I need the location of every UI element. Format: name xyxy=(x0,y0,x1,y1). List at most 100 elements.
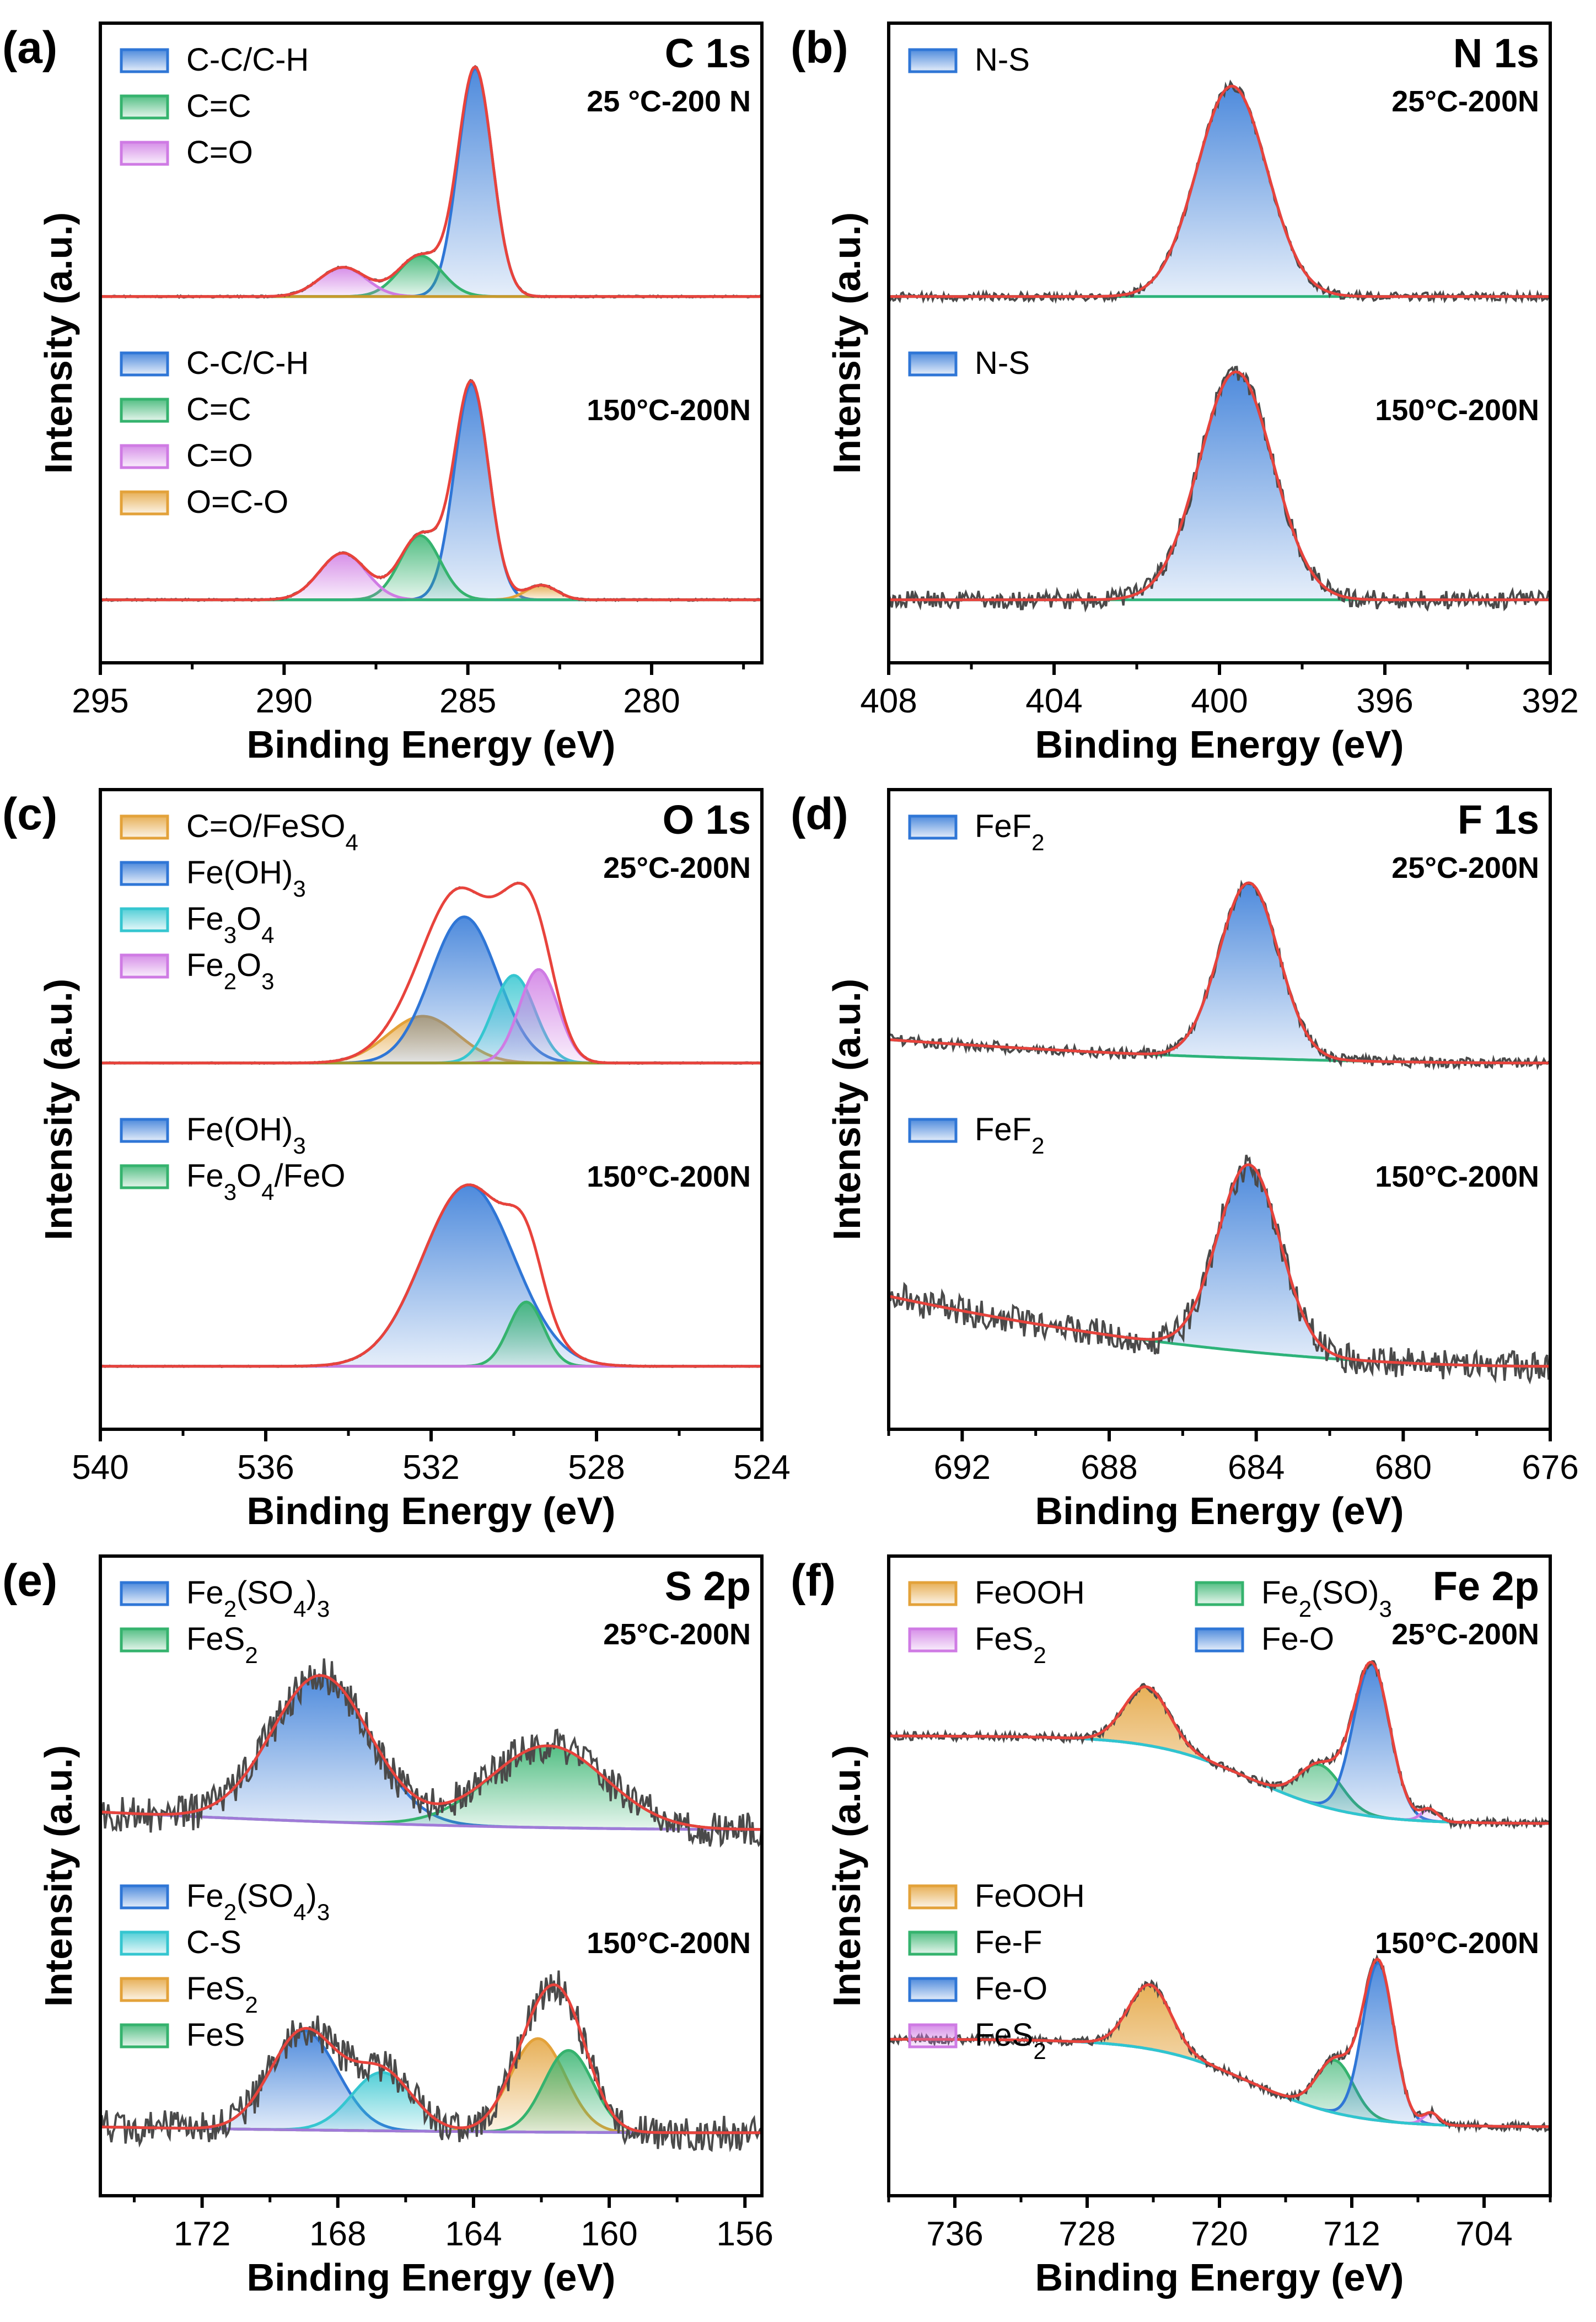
legend-swatch xyxy=(120,861,169,886)
legend-item: Fe(OH)3 xyxy=(120,855,306,902)
x-tick-label: 172 xyxy=(174,2215,230,2253)
legend-label: N-S xyxy=(975,42,1030,78)
envelope-line xyxy=(100,1983,762,2135)
raw-data-line xyxy=(889,79,1550,304)
legend-item: Fe3O4 xyxy=(120,901,275,948)
panels: C-C/C-H C=C C=O 25 °C-200 N C-C/C-H C=C C=O O=C… xyxy=(2,22,1579,2299)
legend-item: C-C/C-H xyxy=(120,345,309,381)
legend-swatch xyxy=(908,1118,958,1143)
panel-3: FeF2 25°C-200N FeF2 150°C-200N 692 688 684 680 6… xyxy=(791,788,1579,1532)
legend-label: FeOOH xyxy=(975,1575,1085,1611)
legend-swatch xyxy=(120,1627,169,1653)
peak-line-1 xyxy=(889,1734,1550,1825)
condition-label: 150°C-200N xyxy=(587,1160,751,1193)
x-tick-label: 528 xyxy=(568,1449,625,1487)
envelope-line xyxy=(889,1660,1550,1825)
condition-label: 150°C-200N xyxy=(587,394,751,427)
legend-swatch xyxy=(908,351,958,377)
panel-0: C-C/C-H C=C C=O 25 °C-200 N C-C/C-H C=C C=O O=C… xyxy=(2,22,764,766)
spectrum-0 xyxy=(100,1658,762,1848)
condition-label: 150°C-200N xyxy=(1375,1160,1539,1193)
x-tick-label: 692 xyxy=(934,1449,991,1487)
legend-swatch xyxy=(1195,1627,1244,1653)
core-level-title: N 1s xyxy=(1453,30,1539,76)
panel-label: (c) xyxy=(2,789,57,839)
legend-swatch xyxy=(120,1930,169,1956)
x-tick-label: 285 xyxy=(439,682,496,720)
x-axis-label: Binding Energy (eV) xyxy=(1035,723,1404,766)
panel-label: (d) xyxy=(791,789,848,839)
legend-swatch xyxy=(908,1581,958,1606)
condition-label: 150°C-200N xyxy=(1375,394,1539,427)
peak-fill-1 xyxy=(889,1736,1550,1824)
x-tick-label: 404 xyxy=(1025,682,1082,720)
legend-0: C-C/C-H C=C C=O xyxy=(120,42,309,170)
x-axis-label: Binding Energy (eV) xyxy=(1035,2256,1404,2299)
peak-fill-1 xyxy=(100,916,762,1063)
legend-label: Fe2(SO4)3 xyxy=(186,1575,330,1622)
envelope-line xyxy=(889,1163,1550,1368)
plot-frame xyxy=(887,788,1552,1431)
legend-label: C=O xyxy=(186,135,253,170)
peak-line-0 xyxy=(889,1685,1550,1825)
peak-line-2 xyxy=(889,1663,1550,1825)
legend-label: N-S xyxy=(975,345,1030,381)
legend-label: C=O xyxy=(186,438,253,474)
legend-item: Fe2(SO4)3 xyxy=(120,1878,330,1925)
plot-frame xyxy=(99,22,764,664)
condition-label: 25°C-200N xyxy=(603,851,751,884)
x-tick-label: 720 xyxy=(1191,2215,1248,2253)
legend-1: FeOOH Fe-F Fe-O FeS2 xyxy=(908,1878,1085,2064)
legend-label: C-C/C-H xyxy=(186,42,309,78)
legend-label: FeF2 xyxy=(975,808,1044,855)
legend-item: FeOOH xyxy=(908,1878,1085,1914)
legend-0: FeOOH Fe2(SO)3 FeS2 Fe-O xyxy=(908,1575,1392,1668)
peak-fill-0 xyxy=(889,883,1550,1063)
legend-item: Fe-O xyxy=(1195,1621,1334,1657)
spectrum-1 xyxy=(100,379,762,602)
legend-label: FeS2 xyxy=(186,1971,258,2018)
panel-label: (e) xyxy=(2,1556,57,1606)
legend-label: FeS2 xyxy=(975,2017,1046,2064)
legend-swatch xyxy=(120,398,169,423)
x-tick-label: 400 xyxy=(1191,682,1248,720)
peak-fill-0 xyxy=(889,1686,1550,1824)
condition-label: 150°C-200N xyxy=(1375,1927,1539,1960)
legend-swatch xyxy=(120,1164,169,1189)
x-tick-label: 676 xyxy=(1522,1449,1578,1487)
legend-swatch xyxy=(1195,1581,1244,1606)
legend-label: C=C xyxy=(186,392,251,427)
legend-item: Fe3O4/FeO xyxy=(120,1158,345,1205)
legend-label: Fe2O3 xyxy=(186,947,275,994)
legend-item: C=C xyxy=(120,392,251,427)
legend-swatch xyxy=(120,814,169,840)
x-tick-label: 540 xyxy=(72,1449,128,1487)
plot-area xyxy=(100,881,762,1369)
legend-swatch xyxy=(120,1977,169,2002)
legend-label: Fe(OH)3 xyxy=(186,855,306,902)
peak-fill-3 xyxy=(889,1736,1550,1824)
legend-swatch xyxy=(120,2023,169,2048)
legend-item: FeF2 xyxy=(908,808,1044,855)
legend-label: FeS2 xyxy=(186,1621,258,1668)
legend-swatch xyxy=(120,1118,169,1143)
peak-fill-2 xyxy=(889,1962,1550,2127)
legend-label: FeOOH xyxy=(975,1878,1085,1914)
plot-area xyxy=(889,1660,1550,2134)
legend-label: FeF2 xyxy=(975,1112,1044,1159)
legend-label: C-S xyxy=(186,1924,241,1960)
legend-swatch xyxy=(120,48,169,73)
legend-swatch xyxy=(120,490,169,516)
core-level-title: S 2p xyxy=(665,1563,751,1609)
legend-item: FeOOH xyxy=(908,1575,1085,1611)
legend-label: C-C/C-H xyxy=(186,345,309,381)
legend-item: C=O xyxy=(120,135,253,170)
peak-fill-0 xyxy=(889,372,1550,600)
panel-1: N-S 25°C-200N N-S 150°C-200N 408 404 400 396 392… xyxy=(791,22,1579,766)
peak-fill-0 xyxy=(100,2030,762,2133)
spectrum-0 xyxy=(889,880,1550,1071)
